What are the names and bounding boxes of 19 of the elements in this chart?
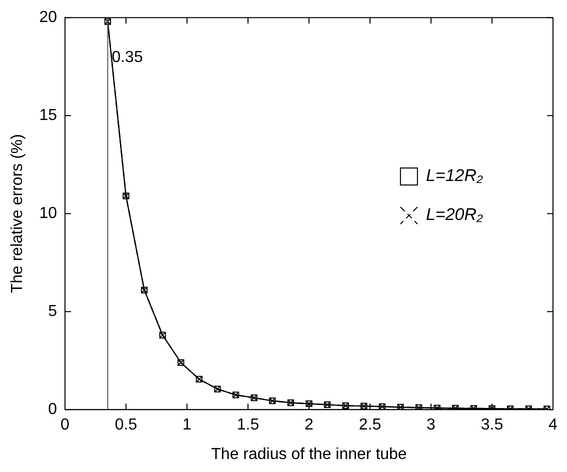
y-tick-label: 15	[39, 107, 58, 124]
x-tick-label: 2	[304, 416, 314, 434]
x-axis-title: The radius of the inner tube	[211, 446, 407, 463]
x-tick-label: 3.5	[480, 416, 504, 434]
y-tick-label: 10	[39, 205, 58, 222]
x-tick-label: 3	[426, 416, 436, 434]
y-tick-label: 20	[39, 9, 58, 26]
x-tick-label: 0	[60, 416, 70, 434]
ref-line-label: 0.35	[112, 49, 143, 66]
y-axis-title: The relative errors (%)	[9, 134, 26, 294]
legend-label: L=12R₂	[426, 166, 484, 186]
x-tick-label: 1	[182, 416, 192, 434]
x-tick-label: 2.5	[358, 416, 382, 434]
y-tick-label: 5	[48, 303, 58, 320]
y-tick-label: 0	[48, 401, 58, 418]
legend-label: L=20R₂	[426, 205, 484, 224]
x-tick-label: 1.5	[236, 416, 260, 434]
x-tick-label: 0.5	[114, 416, 138, 434]
x-tick-label: 4	[548, 416, 558, 434]
